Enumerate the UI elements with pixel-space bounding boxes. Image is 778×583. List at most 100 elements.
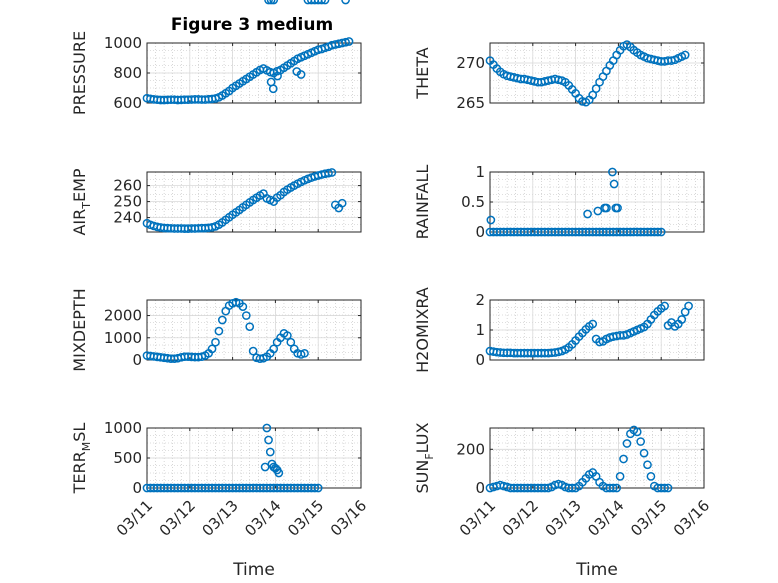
data-point: [602, 203, 611, 213]
data-point: [608, 483, 618, 493]
data-point: [341, 0, 350, 5]
data-point: [324, 168, 333, 178]
data-point: [313, 0, 323, 5]
data-point: [615, 472, 625, 481]
axes-box: [489, 42, 705, 104]
y-tick-label: 0: [475, 351, 485, 369]
data-point: [260, 462, 270, 472]
y-tick-label: 200: [456, 440, 485, 458]
data-point: [248, 346, 258, 356]
figure-title: Figure 3 medium: [171, 15, 333, 35]
y-tick-label: 1000: [104, 34, 142, 52]
y-tick-label: 1000: [104, 419, 142, 437]
y-tick-label: 0: [475, 479, 485, 497]
data-point: [274, 468, 284, 478]
data-point: [660, 483, 669, 493]
data-point: [300, 348, 309, 358]
data-point: [344, 37, 354, 46]
axes-box: [489, 427, 705, 489]
data-point: [486, 215, 496, 225]
data-point: [646, 472, 656, 481]
plot-area: [490, 428, 704, 488]
data-point: [613, 203, 622, 213]
y-axis-label: AIRTEMP: [70, 168, 93, 235]
y-axis-label: THETA: [413, 47, 432, 99]
y-tick-label: 0.5: [461, 193, 485, 211]
data-point: [303, 0, 313, 5]
data-point: [317, 0, 326, 5]
data-point: [622, 439, 632, 448]
y-tick-label: 800: [113, 64, 142, 82]
data-point: [238, 302, 248, 312]
data-point: [588, 90, 598, 100]
data-point: [660, 301, 669, 311]
plot-area: [147, 300, 361, 360]
data-point: [241, 311, 251, 320]
data-point: [269, 0, 279, 5]
data-point: [273, 71, 282, 81]
axes-panel-0: 600 800 1000 PRESSURE: [70, 31, 362, 115]
y-tick-label: 1000: [104, 329, 142, 347]
axes-panel-4: 0 1000 2000 MIXDEPTH: [70, 0, 362, 372]
data-point: [608, 167, 617, 177]
y-axis-label: H2OMIXRA: [413, 287, 432, 373]
data-point: [286, 337, 296, 347]
data-point: [296, 70, 306, 79]
data-point: [327, 168, 337, 177]
plot-area: [490, 43, 704, 103]
data-point: [341, 37, 350, 47]
data-point: [268, 84, 278, 94]
data-point: [320, 0, 330, 5]
y-axis-label: PRESSURE: [70, 31, 89, 115]
data-point: [310, 483, 320, 493]
data-point: [639, 448, 649, 458]
y-tick-label: 240: [113, 209, 142, 227]
y-axis-label: RAINFALL: [413, 165, 432, 240]
data-point: [643, 460, 652, 470]
data-point: [612, 483, 622, 493]
data-point: [591, 84, 601, 93]
y-tick-label: 2: [475, 291, 485, 309]
data-point: [609, 179, 619, 189]
data-point: [684, 301, 693, 311]
data-point: [619, 454, 628, 464]
x-axis-label: Time: [232, 560, 275, 580]
y-tick-label: 260: [113, 177, 142, 195]
data-point: [269, 344, 279, 354]
y-tick-label: 0: [475, 223, 485, 241]
y-axis-label: TERRMSL: [70, 423, 93, 495]
data-point: [653, 227, 663, 237]
data-point: [262, 423, 272, 433]
data-point: [214, 326, 224, 336]
data-point: [593, 206, 603, 216]
y-tick-label: 265: [456, 94, 485, 112]
data-point: [337, 198, 347, 208]
axes-panel-3: 0 0.5 1 RAINFALL: [413, 163, 705, 241]
data-point: [680, 50, 690, 60]
data-point: [595, 337, 604, 347]
data-point: [663, 483, 673, 493]
x-axis-label: Time: [575, 560, 618, 580]
data-point: [207, 344, 217, 354]
axes-panel-5: 0 1 2 H2OMIXRA: [413, 287, 705, 373]
data-point: [264, 0, 273, 5]
data-point: [211, 337, 220, 347]
data-point: [583, 209, 592, 219]
y-tick-label: 2000: [104, 307, 142, 325]
y-tick-label: 500: [113, 449, 142, 467]
axes-panel-1: 265 270 THETA: [413, 40, 705, 112]
y-tick-label: 600: [113, 94, 142, 112]
y-tick-label: 270: [456, 54, 485, 72]
data-point: [632, 427, 642, 437]
data-point: [217, 315, 227, 325]
data-point: [245, 322, 255, 332]
y-tick-label: 1: [475, 321, 485, 339]
data-point: [265, 447, 275, 457]
y-axis-label: MIXDEPTH: [70, 288, 89, 371]
y-tick-label: 1: [475, 163, 485, 181]
data-point: [310, 0, 320, 5]
data-point: [264, 435, 273, 445]
